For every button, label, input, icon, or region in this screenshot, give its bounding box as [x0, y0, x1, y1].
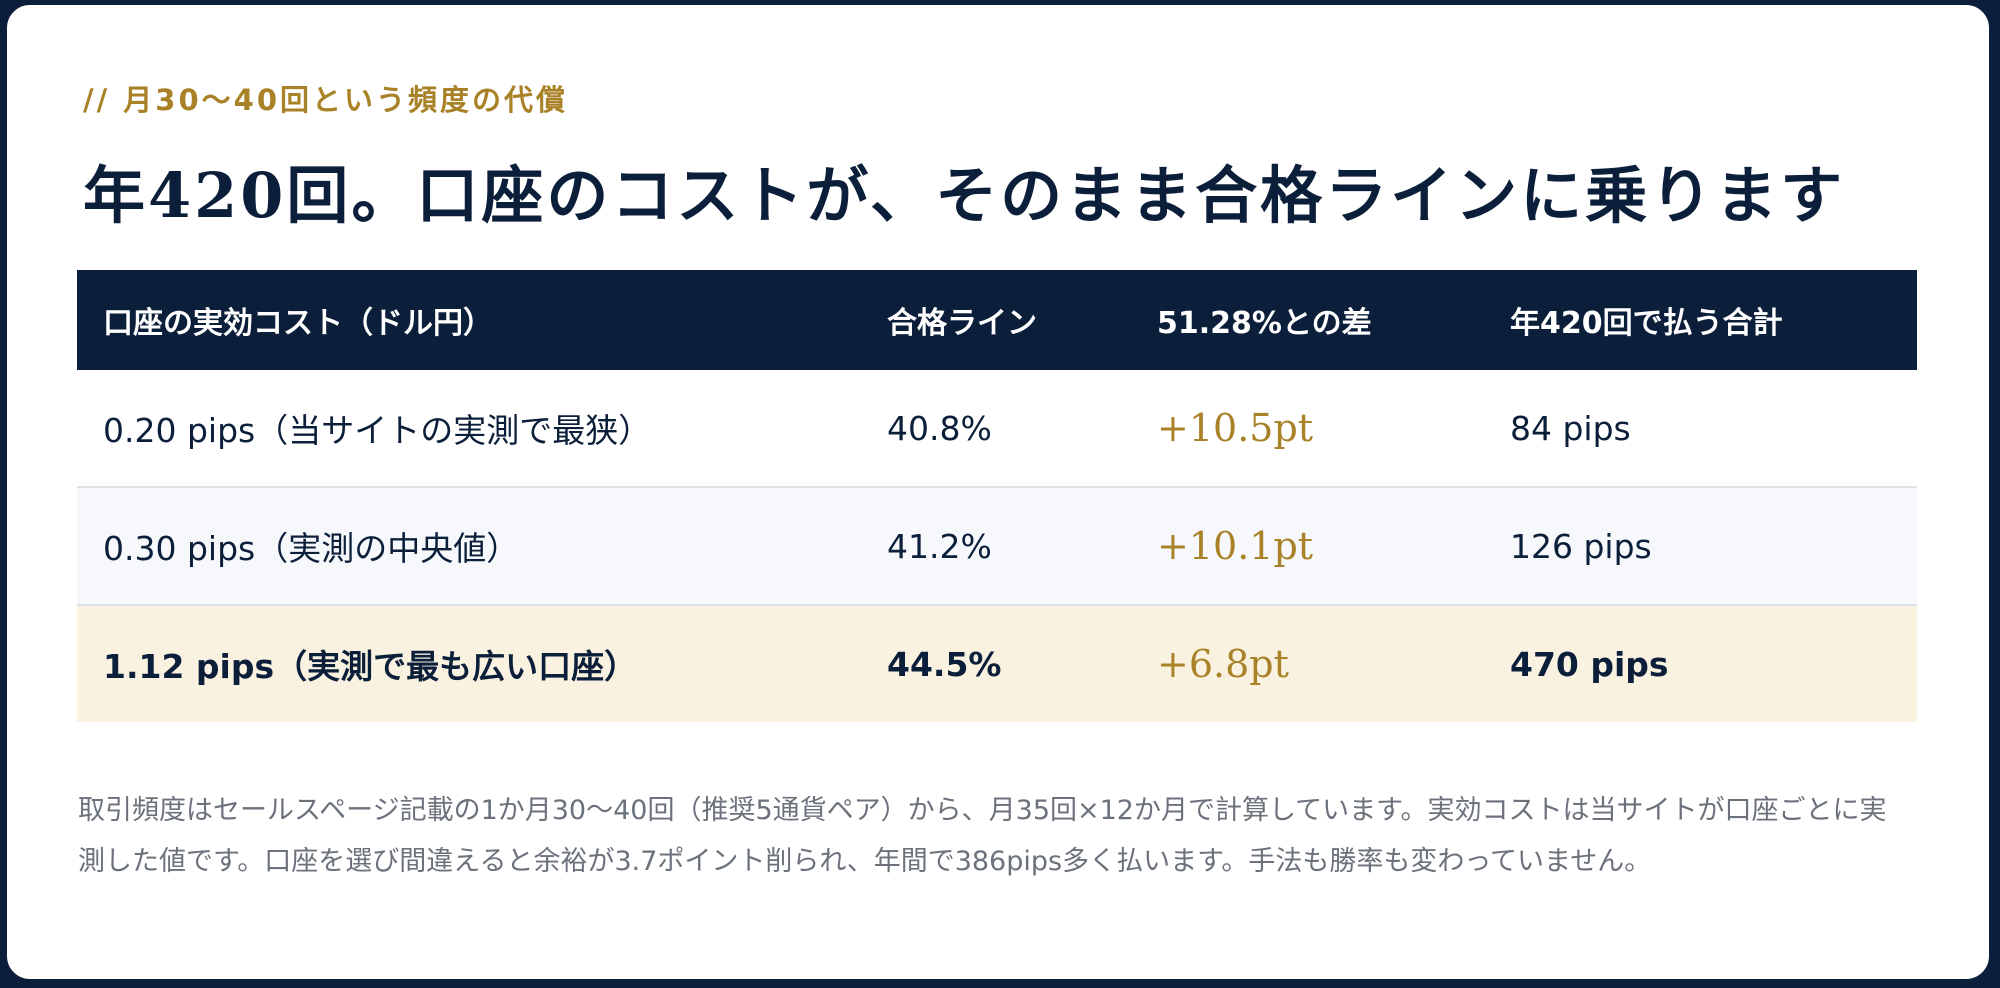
cell-pass-line: 41.2%	[861, 487, 1131, 606]
section-title: 年420回。口座のコストが、そのまま合格ラインに乗ります	[83, 159, 1846, 232]
header-pass-line: 合格ライン	[861, 270, 1131, 370]
cell-effective-cost: 1.12 pips（実測で最も広い口座）	[77, 605, 861, 722]
cell-difference: +10.5pt	[1131, 370, 1484, 488]
cost-table: 口座の実効コスト（ドル円） 合格ライン 51.28%との差 年420回で払う合計…	[77, 270, 1917, 722]
cell-effective-cost: 0.20 pips（当サイトの実測で最狭）	[77, 370, 861, 488]
section-eyebrow: // 月30〜40回という頻度の代償	[83, 83, 568, 117]
cell-difference: +10.1pt	[1131, 487, 1484, 606]
cell-pass-line: 44.5%	[861, 605, 1131, 722]
table-row-highlighted: 1.12 pips（実測で最も広い口座） 44.5% +6.8pt 470 pi…	[77, 605, 1917, 722]
header-difference: 51.28%との差	[1131, 270, 1484, 370]
cell-difference: +6.8pt	[1131, 605, 1484, 722]
cell-annual-total: 84 pips	[1484, 370, 1917, 488]
table-row: 0.20 pips（当サイトの実測で最狭） 40.8% +10.5pt 84 p…	[77, 370, 1917, 488]
cell-effective-cost: 0.30 pips（実測の中央値）	[77, 487, 861, 606]
table-header-row: 口座の実効コスト（ドル円） 合格ライン 51.28%との差 年420回で払う合計	[77, 270, 1917, 370]
table-row: 0.30 pips（実測の中央値） 41.2% +10.1pt 126 pips	[77, 487, 1917, 606]
header-effective-cost: 口座の実効コスト（ドル円）	[77, 270, 861, 370]
footnote: 取引頻度はセールスページ記載の1か月30〜40回（推奨5通貨ペア）から、月35回…	[78, 795, 1887, 877]
cell-pass-line: 40.8%	[861, 370, 1131, 488]
cell-annual-total: 470 pips	[1484, 605, 1917, 722]
header-annual-total: 年420回で払う合計	[1484, 270, 1917, 370]
cell-annual-total: 126 pips	[1484, 487, 1917, 606]
